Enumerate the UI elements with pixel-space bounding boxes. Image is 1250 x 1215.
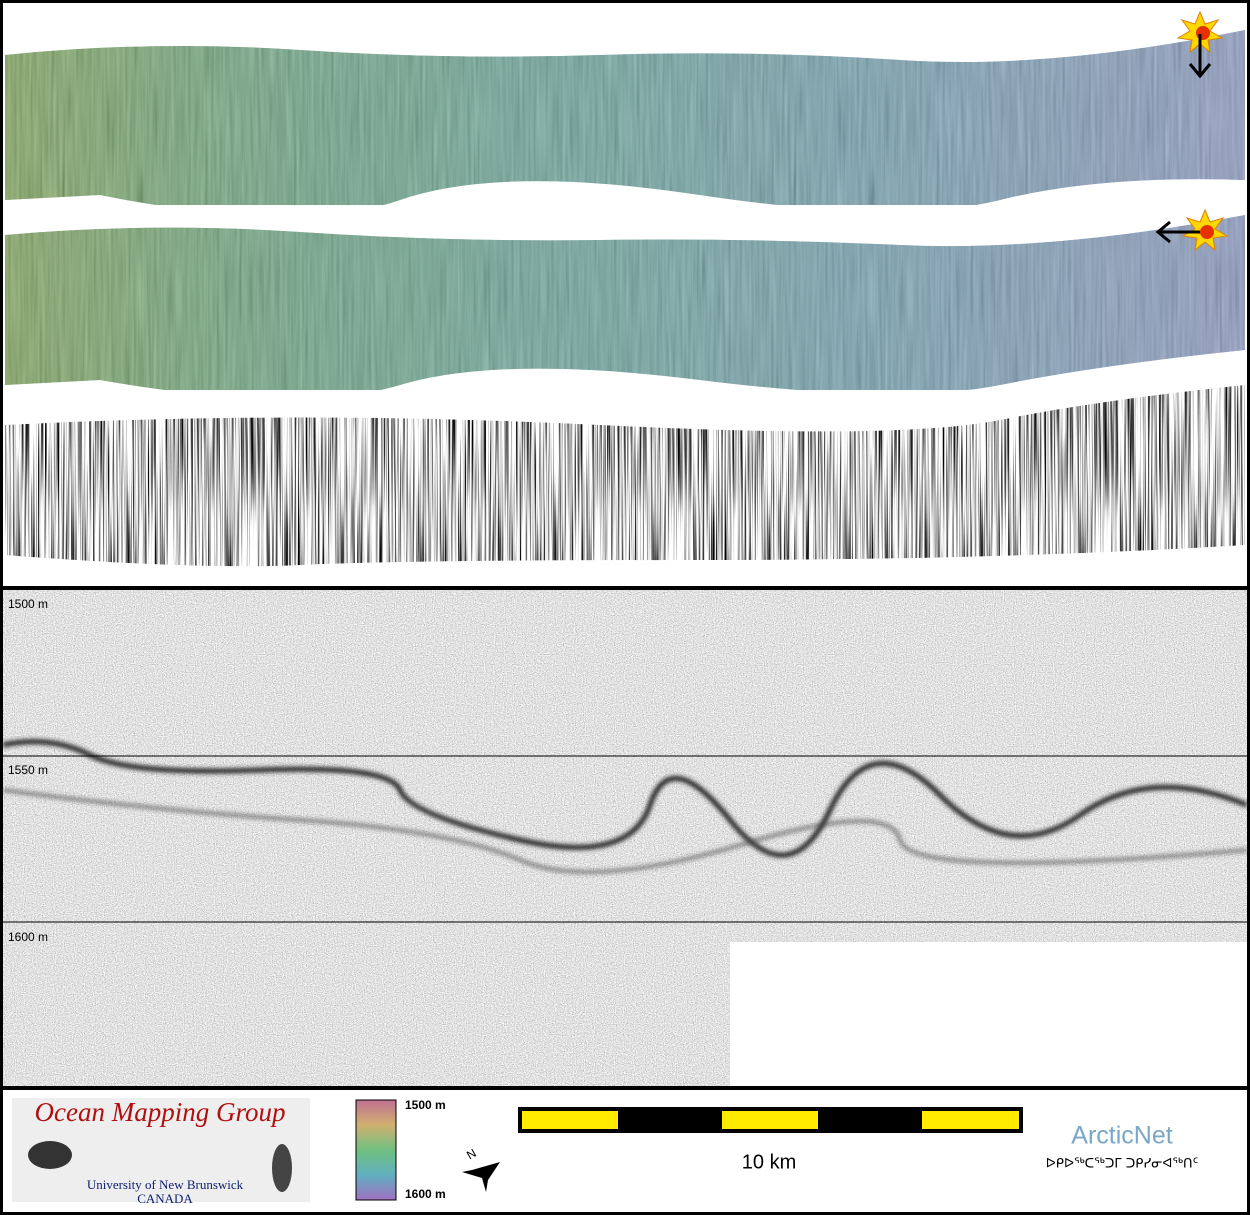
logo-title: Ocean Mapping Group [35, 1097, 286, 1127]
scale-label: 10 km [742, 1151, 796, 1173]
colorbar-label: 1500 m [405, 1098, 446, 1112]
logo-text: CANADA [137, 1191, 193, 1206]
partner-name: ArcticNet [1071, 1122, 1172, 1150]
legend: Ocean Mapping Group University of New Br… [12, 1097, 1198, 1206]
sun-icon [1176, 10, 1224, 79]
sub-bottom-profile: 1500 m 1550 m 1600 m [2, 590, 1248, 1087]
divider [0, 586, 1250, 590]
divider [0, 1086, 1250, 1090]
strip-illuminated [5, 215, 1245, 390]
sun-icon [1155, 208, 1229, 252]
depth-label: 1500 m [8, 597, 48, 611]
bathymetry-strips [5, 10, 1245, 567]
scale-bar: 10 km [518, 1107, 1023, 1173]
depth-label: 1600 m [8, 930, 48, 944]
partner-syllabics: ᐅᑭᐅᖅᑕᖅᑐᒥ ᑐᑭᓯᓂᐊᖅᑎᑦ [1046, 1157, 1198, 1172]
logo: Ocean Mapping Group University of New Br… [12, 1097, 310, 1206]
depth-label: 1550 m [8, 763, 48, 777]
logo-text: University of New Brunswick [87, 1177, 244, 1192]
colorbar-label: 1600 m [405, 1187, 446, 1201]
colorbar [355, 1099, 397, 1201]
